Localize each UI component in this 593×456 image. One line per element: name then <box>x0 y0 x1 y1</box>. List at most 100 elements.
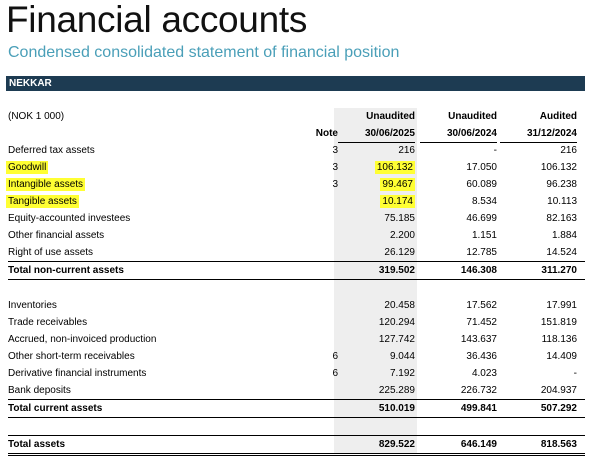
row-label: Other financial assets <box>8 230 105 241</box>
col2-date: 30/06/2024 <box>420 125 497 143</box>
col1-date: 30/06/2025 <box>338 125 415 143</box>
row-value-2024h1: 17.562 <box>466 300 497 311</box>
row-value-2025: 75.185 <box>384 213 415 224</box>
row-label: Derivative financial instruments <box>8 368 147 379</box>
row-value-2025: 7.192 <box>389 368 415 379</box>
company-bar: NEKKAR <box>6 76 585 91</box>
row-value-2024fy: 82.163 <box>546 213 577 224</box>
col2-status: Unaudited <box>448 111 497 122</box>
row-value-2025: 319.502 <box>378 265 415 276</box>
row-label-highlighted: Goodwill <box>6 161 49 174</box>
row-value-2025: 26.129 <box>384 247 415 258</box>
note-header: Note <box>315 128 338 139</box>
row-label: Equity-accounted investees <box>8 213 131 224</box>
row-value-2024fy: 106.132 <box>540 162 577 173</box>
table-row-deferred-tax: Deferred tax assets 3 216 - 216 <box>8 142 585 159</box>
row-value-2024h1: 60.089 <box>466 179 497 190</box>
row-value-2025: 20.458 <box>384 300 415 311</box>
table-row-other-financial-assets: Other financial assets 2.200 1.151 1.884 <box>8 227 585 244</box>
row-value-2024fy: 14.409 <box>546 351 577 362</box>
row-value-2024h1: 1.151 <box>471 230 497 241</box>
table-row-total-current: Total current assets 510.019 499.841 507… <box>8 399 585 418</box>
row-value-2024fy: 311.270 <box>541 265 577 276</box>
section-spacer <box>8 418 585 435</box>
row-note: 3 <box>332 162 338 173</box>
row-label-highlighted: Tangible assets <box>6 195 79 208</box>
table-row-total-non-current: Total non-current assets 319.502 146.308… <box>8 261 585 280</box>
col3-status: Audited <box>539 111 577 122</box>
row-label: Right of use assets <box>8 247 94 258</box>
page-title: Financial accounts <box>6 0 308 40</box>
table-row-inventories: Inventories 20.458 17.562 17.991 <box>8 297 585 314</box>
row-value-2024fy: 96.238 <box>546 179 577 190</box>
row-value-2024fy: 818.563 <box>540 439 577 450</box>
row-value-2024h1: - <box>493 145 497 156</box>
row-value-2024h1: 499.841 <box>460 403 497 414</box>
row-value-2025: 120.294 <box>378 317 415 328</box>
row-label: Inventories <box>8 300 57 311</box>
row-value-2024fy: 204.937 <box>540 385 577 396</box>
row-note: 3 <box>332 179 338 190</box>
table-row-goodwill: Goodwill 3 106.132 17.050 106.132 <box>6 159 585 176</box>
table-row-trade-receivables: Trade receivables 120.294 71.452 151.819 <box>8 314 585 331</box>
row-value-2024h1: 17.050 <box>466 162 497 173</box>
row-value-2024fy: 1.884 <box>551 230 577 241</box>
row-value-2024fy: 14.524 <box>546 247 577 258</box>
row-value-2024fy: 10.113 <box>547 196 577 207</box>
currency-label: (NOK 1 000) <box>8 111 65 122</box>
section-spacer <box>8 280 585 297</box>
row-label-highlighted: Intangible assets <box>6 178 86 191</box>
header-row-status: (NOK 1 000) Unaudited Unaudited Audited <box>8 108 585 125</box>
row-value-2024h1: 143.637 <box>460 334 497 345</box>
row-note: 6 <box>332 351 338 362</box>
row-value-2025: 510.019 <box>378 403 415 414</box>
row-value-2024h1: 36.436 <box>466 351 497 362</box>
table-row-right-of-use: Right of use assets 26.129 12.785 14.524 <box>8 244 585 261</box>
page-subtitle: Condensed consolidated statement of fina… <box>8 44 400 61</box>
table-row-tangible-assets: Tangible assets 10.174 8.534 10.113 <box>6 193 585 210</box>
row-value-2025: 9.044 <box>389 351 415 362</box>
table-row-equity-investees: Equity-accounted investees 75.185 46.699… <box>8 210 585 227</box>
row-value-2024h1: 4.023 <box>471 368 497 379</box>
row-label: Total assets <box>8 439 66 450</box>
table-row-accrued-production: Accrued, non-invoiced production 127.742… <box>8 331 585 348</box>
header-row-dates: Note 30/06/2025 30/06/2024 31/12/2024 <box>8 125 585 143</box>
row-label: Bank deposits <box>8 385 71 396</box>
row-value-2025: 2.200 <box>389 230 415 241</box>
table-row-derivatives: Derivative financial instruments 6 7.192… <box>8 365 585 382</box>
table-row-bank-deposits: Bank deposits 225.289 226.732 204.937 <box>8 382 585 399</box>
row-value-2025: 829.522 <box>378 439 415 450</box>
row-value-2025-highlighted: 10.174 <box>380 195 415 208</box>
row-label: Other short-term receivables <box>8 351 135 362</box>
row-value-2025: 127.742 <box>378 334 415 345</box>
row-value-2024h1: 8.534 <box>471 196 497 207</box>
row-value-2024fy: 118.136 <box>541 334 577 345</box>
row-label: Trade receivables <box>8 317 88 328</box>
row-label: Total current assets <box>8 403 103 414</box>
row-value-2025: 216 <box>398 145 415 156</box>
col3-date: 31/12/2024 <box>500 125 577 143</box>
row-label: Deferred tax assets <box>8 145 95 156</box>
row-label: Total non-current assets <box>8 265 124 276</box>
row-value-2024fy: 216 <box>560 145 577 156</box>
row-value-2024h1: 226.732 <box>460 385 497 396</box>
row-note: 3 <box>332 145 338 156</box>
row-value-2024h1: 46.699 <box>466 213 497 224</box>
row-value-2025-highlighted: 106.132 <box>374 161 415 174</box>
row-value-2024h1: 146.308 <box>460 265 497 276</box>
row-note: 6 <box>332 368 338 379</box>
row-value-2024fy: 17.991 <box>546 300 577 311</box>
table-row-intangible-assets: Intangible assets 3 99.467 60.089 96.238 <box>6 176 585 193</box>
row-value-2024h1: 71.452 <box>466 317 497 328</box>
row-value-2024fy: - <box>573 368 577 379</box>
row-label: Accrued, non-invoiced production <box>8 334 157 345</box>
row-value-2025: 225.289 <box>378 385 415 396</box>
row-value-2024h1: 12.785 <box>466 247 497 258</box>
financial-position-table: (NOK 1 000) Unaudited Unaudited Audited … <box>6 108 585 456</box>
row-value-2024fy: 151.819 <box>540 317 577 328</box>
row-value-2024h1: 646.149 <box>460 439 497 450</box>
row-value-2025-highlighted: 99.467 <box>380 178 415 191</box>
col1-status: Unaudited <box>366 111 415 122</box>
table-row-other-receivables: Other short-term receivables 6 9.044 36.… <box>8 348 585 365</box>
row-value-2024fy: 507.292 <box>540 403 577 414</box>
